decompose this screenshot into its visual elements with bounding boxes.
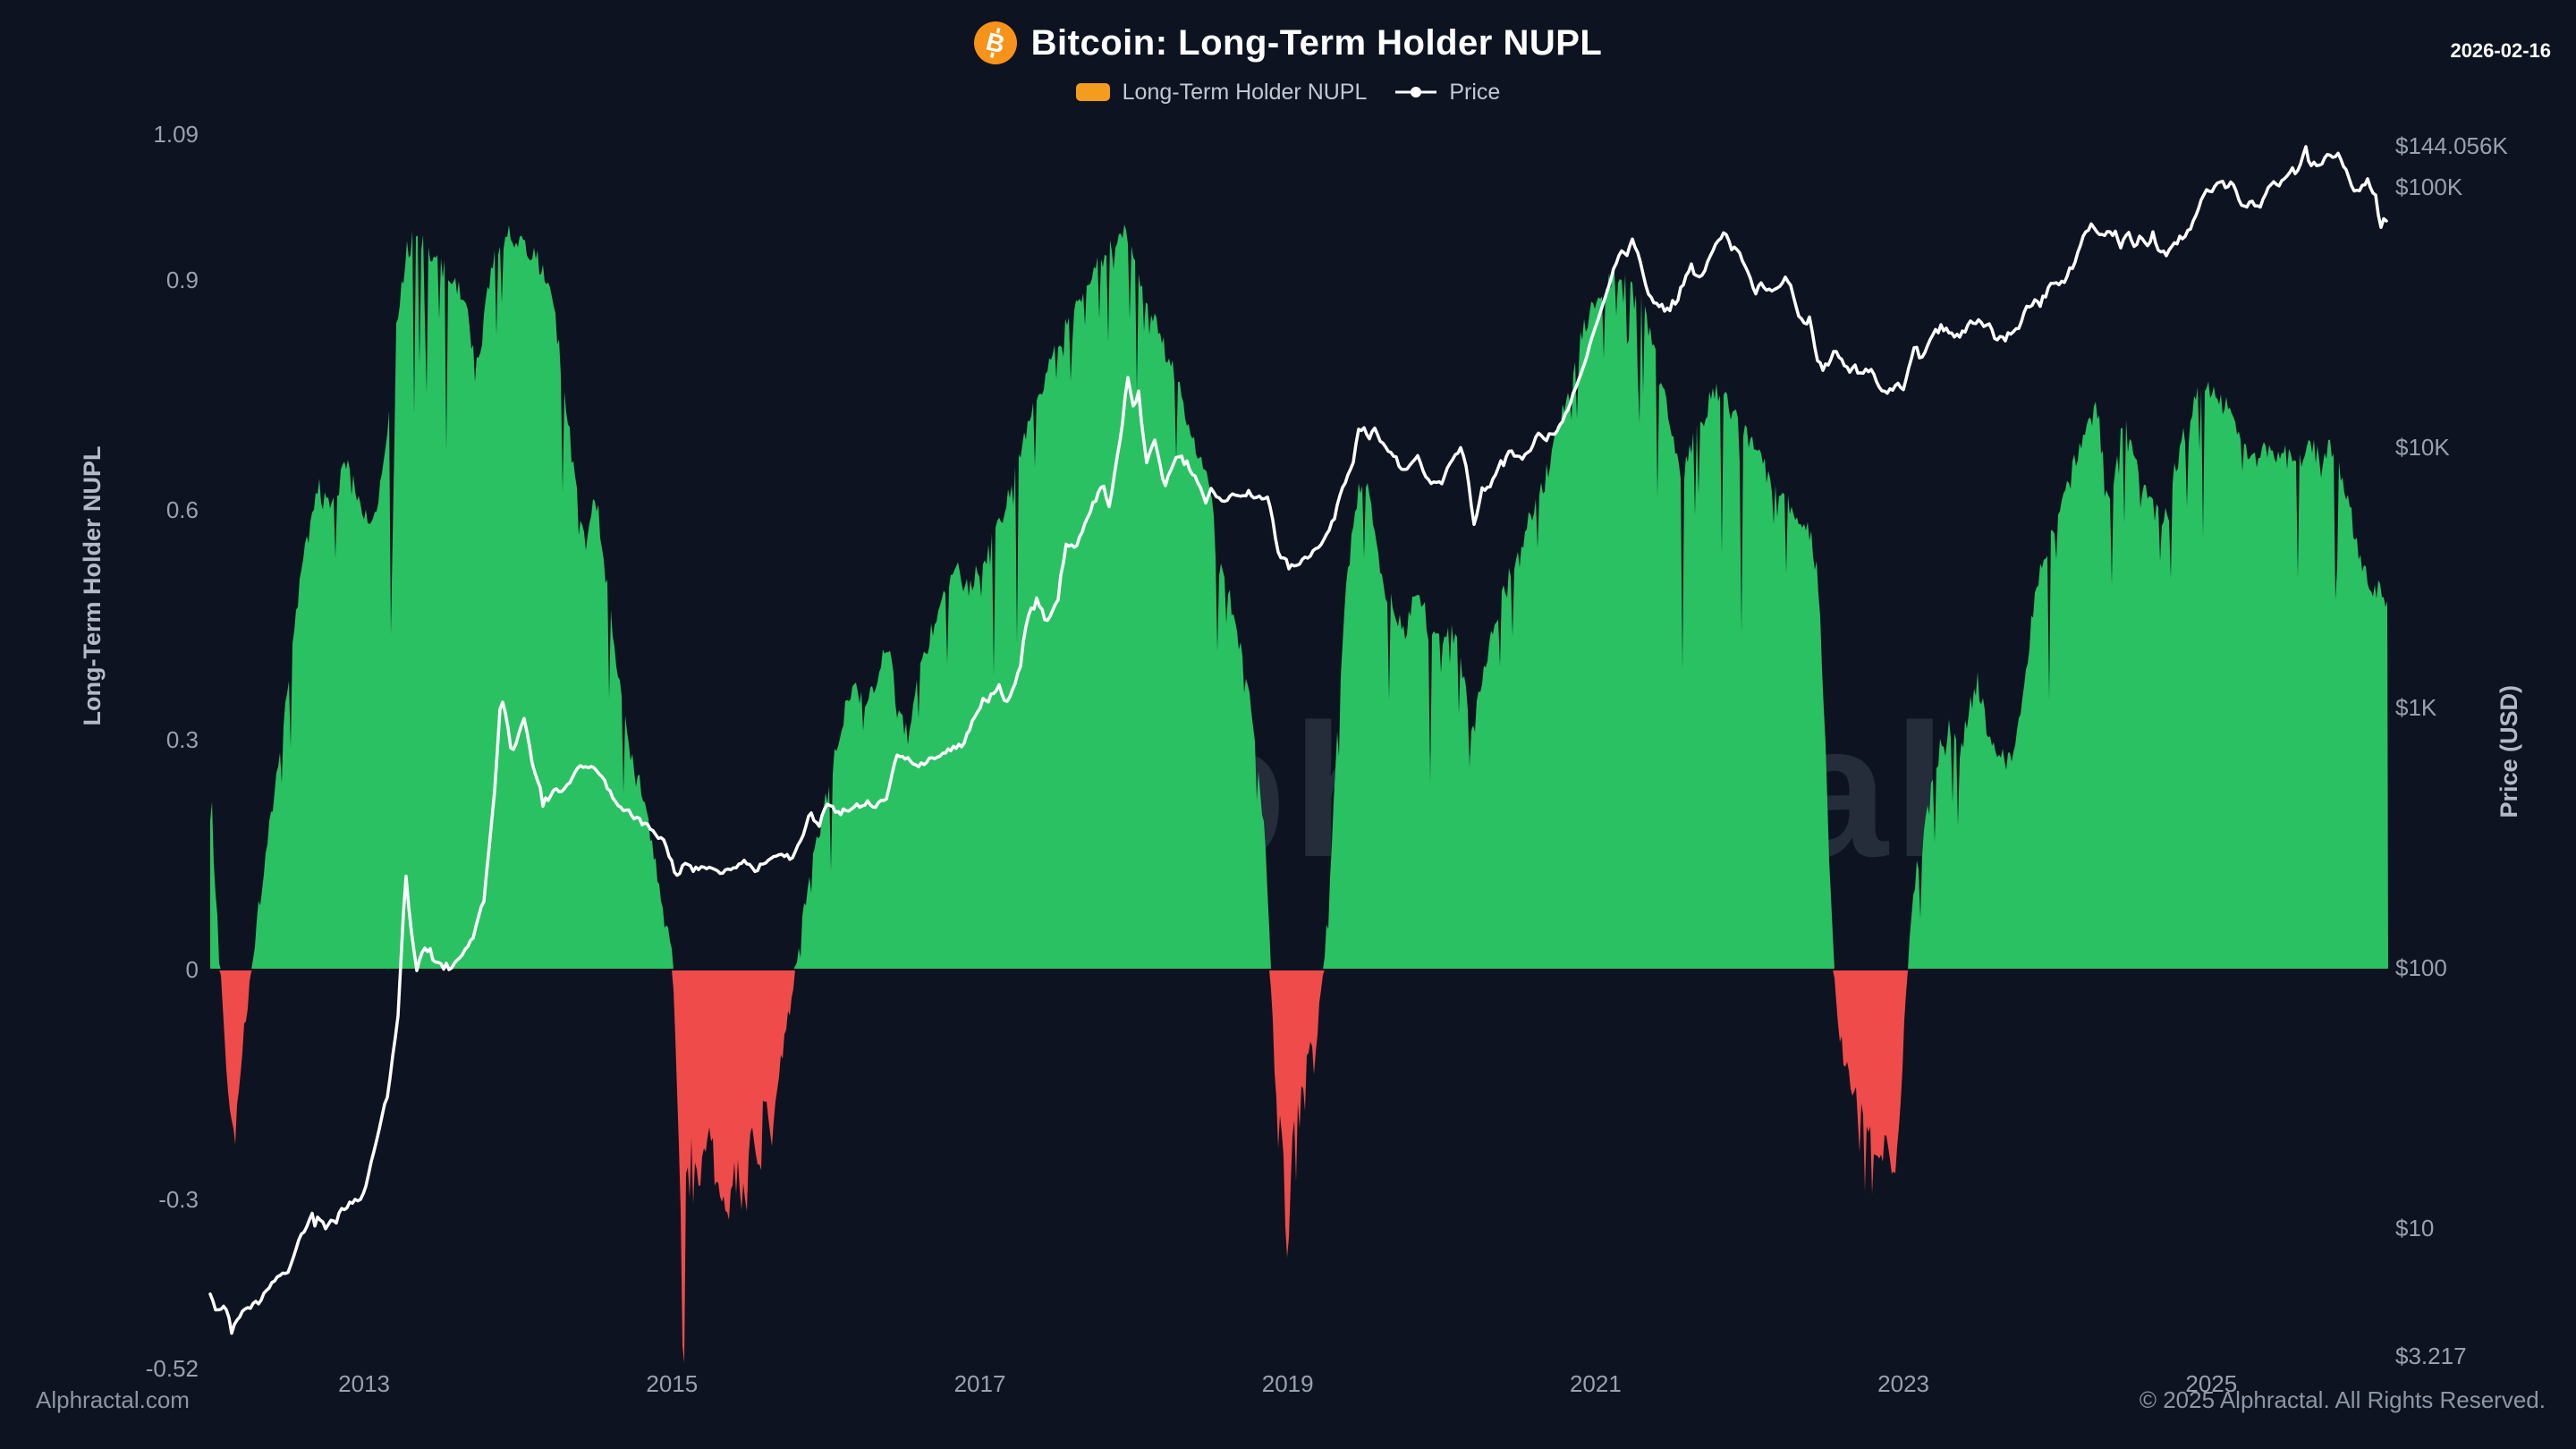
page-title: Bitcoin: Long-Term Holder NUPL <box>1030 22 1603 63</box>
right-axis-ticks: $144.056K $100K $10K $1K $100 $10 $3.217 <box>2395 0 2574 1449</box>
left-axis-tick: -0.52 <box>145 1354 199 1382</box>
left-axis-tick: -0.3 <box>158 1186 199 1214</box>
x-axis-tick: 2021 <box>1569 1370 1622 1397</box>
price-legend-marker <box>1395 87 1437 97</box>
right-axis-tick: $144.056K <box>2395 131 2508 159</box>
x-axis-tick: 2023 <box>1877 1370 1930 1397</box>
right-axis-title: Price (USD) <box>2496 684 2522 818</box>
left-axis-tick: 0.9 <box>165 266 199 293</box>
nupl-legend-label: Long-Term Holder NUPL <box>1122 79 1368 105</box>
x-axis-tick: 2019 <box>1261 1370 1314 1397</box>
nupl-positive-area <box>210 225 2388 970</box>
header: B Bitcoin: Long-Term Holder NUPL <box>0 16 2576 70</box>
x-axis-tick: 2013 <box>338 1370 391 1397</box>
right-axis-tick: $100 <box>2395 954 2447 981</box>
left-axis-tick: 0.6 <box>165 496 199 523</box>
footer-copyright: © 2025 Alphractal. All Rights Reserved. <box>2139 1386 2546 1413</box>
legend: Long-Term Holder NUPL Price <box>0 79 2576 106</box>
x-axis-tick: 2025 <box>2185 1370 2238 1397</box>
right-axis-tick: $10K <box>2395 434 2450 461</box>
nupl-legend-swatch <box>1075 83 1110 101</box>
left-axis-tick: 1.09 <box>153 120 199 148</box>
left-axis-tick: 0.3 <box>165 725 199 753</box>
x-axis-tick: 2017 <box>953 1370 1006 1397</box>
price-line <box>208 145 2388 1335</box>
right-axis-tick: $1K <box>2395 694 2437 721</box>
nupl-negative-area <box>210 970 2388 1364</box>
left-axis-tick: 0 <box>185 956 199 983</box>
x-axis-tick: 2015 <box>646 1370 699 1397</box>
right-axis-tick: $3.217 <box>2395 1343 2467 1370</box>
date-stamp: 2026-02-16 <box>2450 39 2551 62</box>
footer-site-link: Alphractal.com <box>36 1386 190 1413</box>
left-axis-title: Long-Term Holder NUPL <box>79 445 106 726</box>
x-axis-ticks: 2013 2015 2017 2019 2021 2023 2025 <box>0 1370 2576 1399</box>
left-axis-ticks: 1.09 0.9 0.6 0.3 0 -0.3 -0.52 <box>0 0 199 1449</box>
bitcoin-icon: B <box>973 21 1017 64</box>
right-axis-tick: $100K <box>2395 174 2463 200</box>
right-axis-tick: $10 <box>2395 1215 2435 1241</box>
price-legend-label: Price <box>1449 79 1501 105</box>
